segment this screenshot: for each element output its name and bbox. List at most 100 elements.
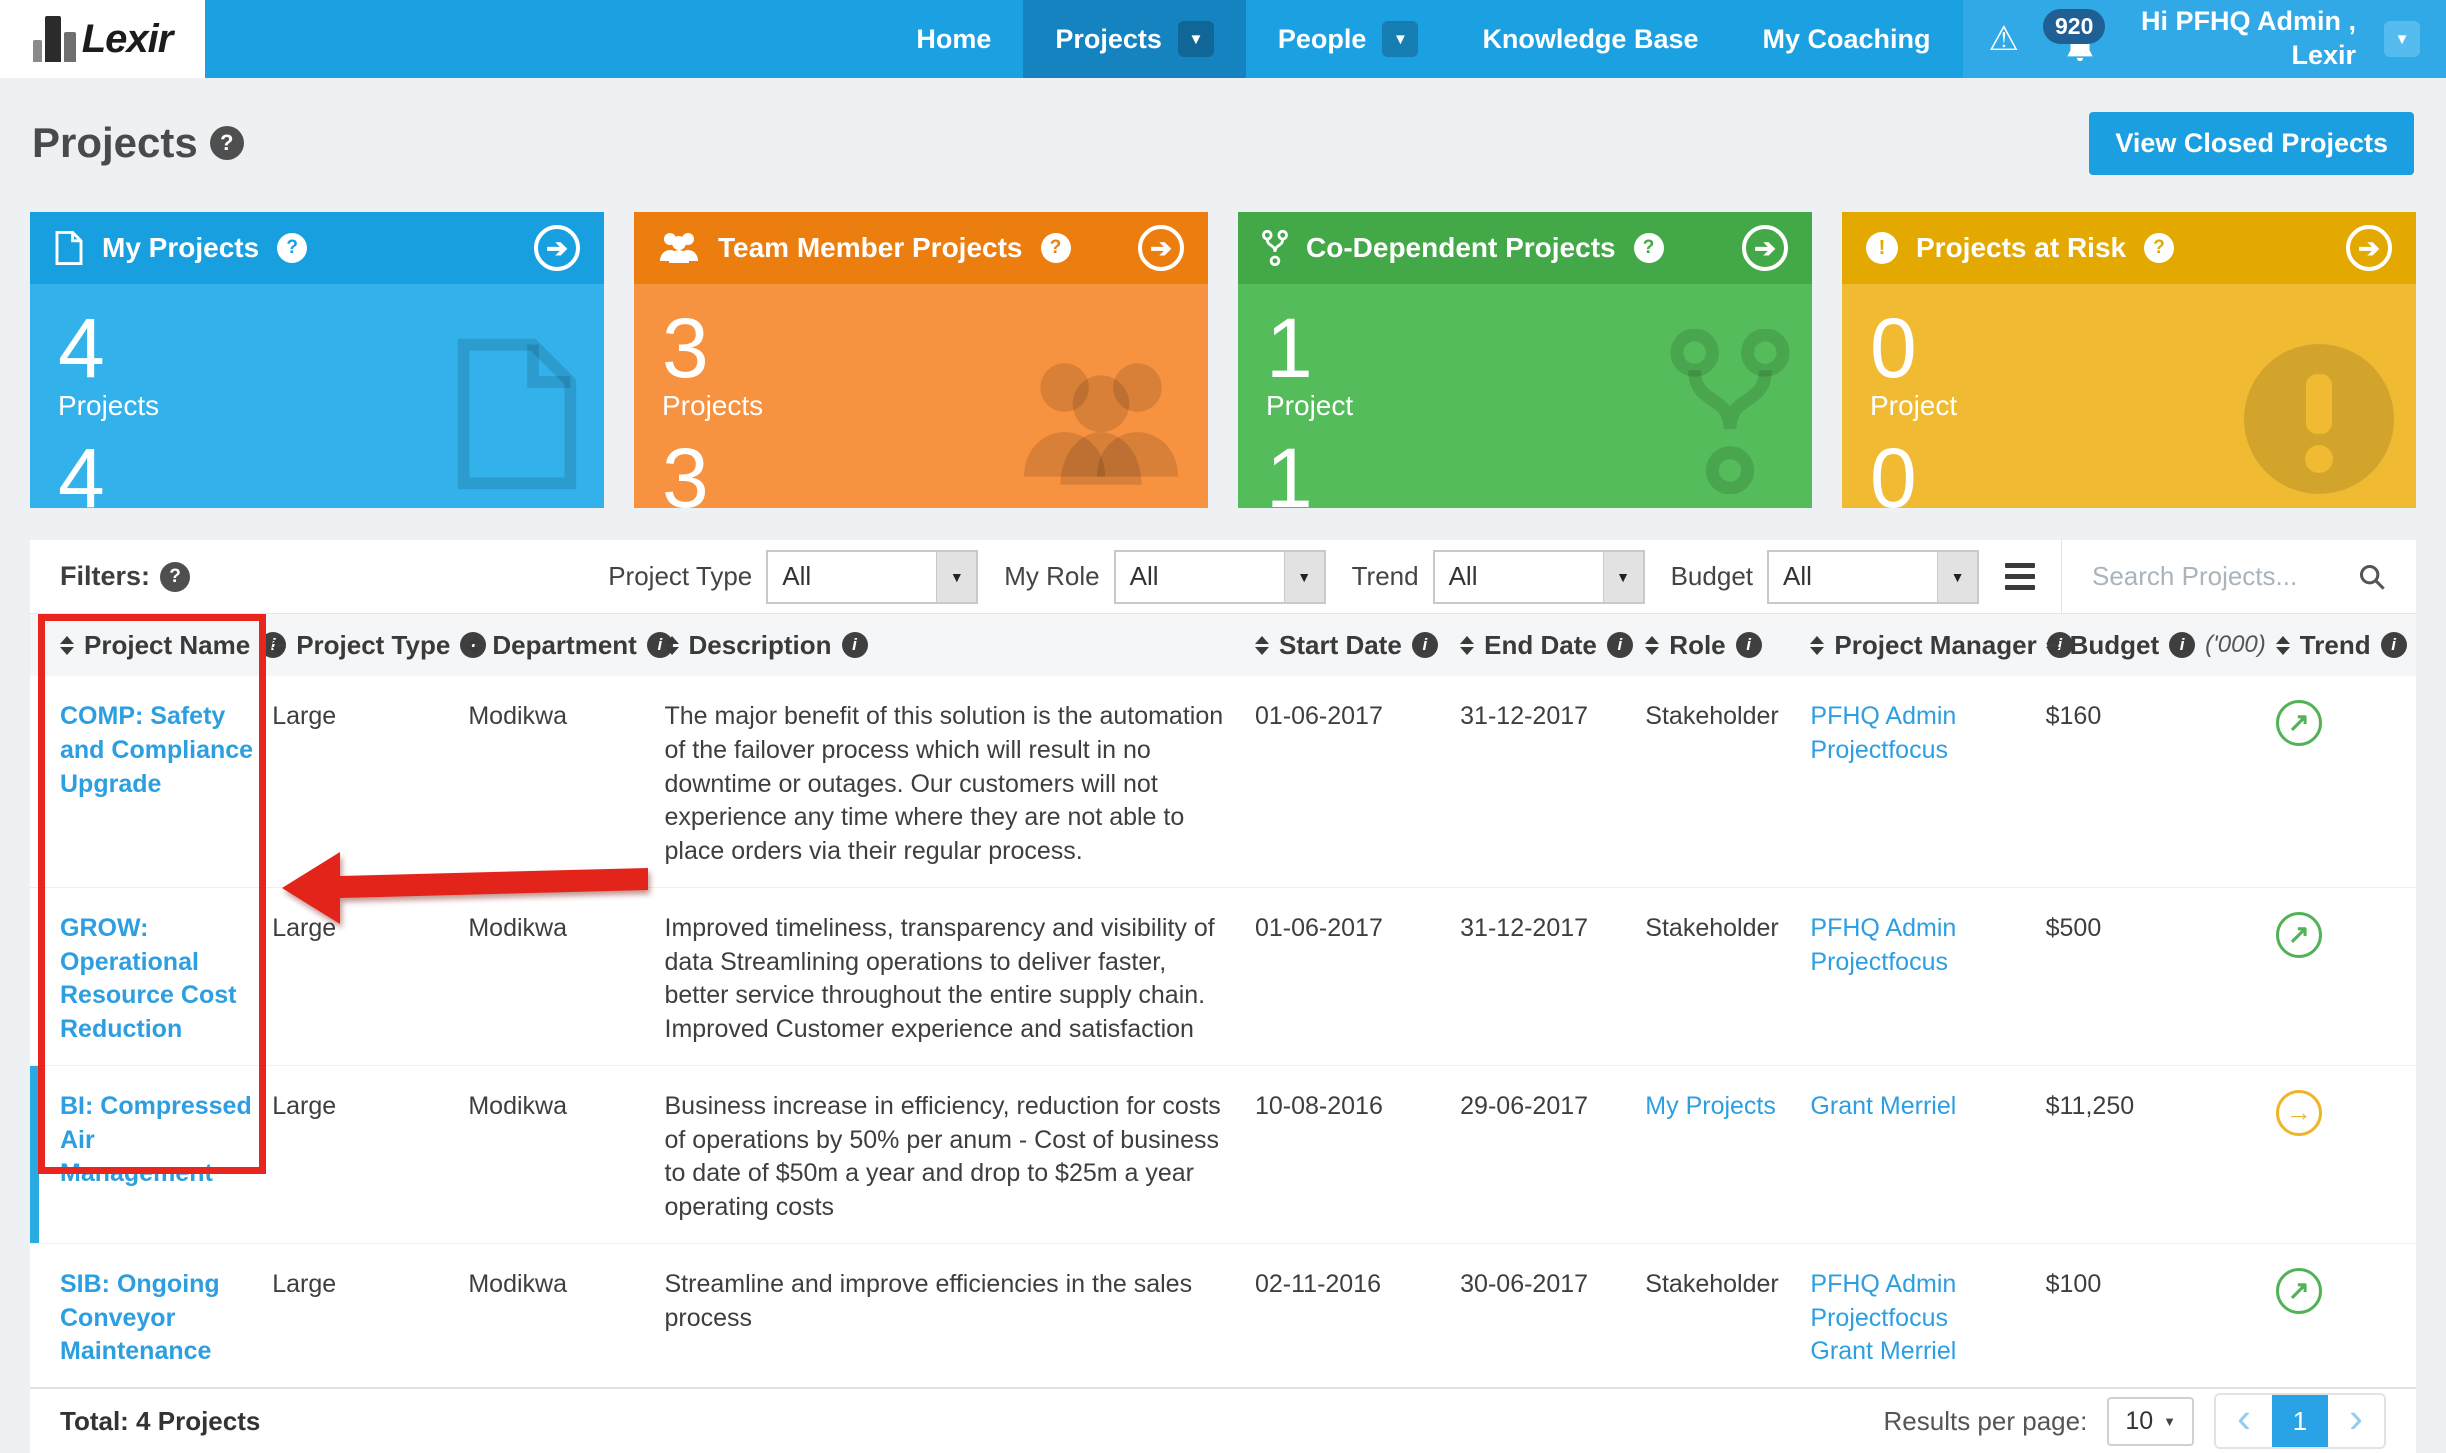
project-name-link[interactable]: GROW: Operational Resource Cost Reductio… xyxy=(60,913,237,1043)
chevron-down-icon: ▼ xyxy=(936,551,977,602)
fork-icon xyxy=(1262,230,1288,266)
sort-icon xyxy=(1460,635,1475,655)
chevron-down-icon[interactable]: ▼ xyxy=(1177,21,1214,57)
col-start-date[interactable]: Start Date i xyxy=(1254,614,1461,676)
trend-select[interactable]: All ▼ xyxy=(1432,549,1645,604)
project-type-cell: Large xyxy=(272,886,469,1066)
warning-icon[interactable]: ⚠ xyxy=(1988,20,2019,58)
brand-logo[interactable]: Lexir xyxy=(0,0,205,78)
card-my-projects[interactable]: My Projects ? ➔ 4 Projects 4 Updates xyxy=(30,212,604,508)
total-projects-label: Total: 4 Projects xyxy=(60,1405,261,1436)
nav-item-knowledge-base[interactable]: Knowledge Base xyxy=(1482,23,1699,54)
my-role-select[interactable]: All ▼ xyxy=(1113,549,1326,604)
info-icon[interactable]: i xyxy=(1606,632,1633,658)
info-icon[interactable]: i xyxy=(841,632,868,658)
user-menu-chevron-icon[interactable]: ▼ xyxy=(2384,21,2420,57)
col-project-name[interactable]: Project Name i xyxy=(30,614,287,676)
project-manager-link[interactable]: PFHQ Admin Projectfocus xyxy=(1810,913,1957,976)
summary-cards: My Projects ? ➔ 4 Projects 4 Updates Tea… xyxy=(30,212,2416,508)
project-manager-link[interactable]: Grant Merriel xyxy=(1810,1337,1957,1366)
sort-icon xyxy=(272,635,287,655)
role-cell: Stakeholder xyxy=(1645,913,1779,942)
filters-help-icon[interactable]: ? xyxy=(160,561,191,592)
chevron-down-icon: ▼ xyxy=(1937,551,1977,602)
search-input[interactable] xyxy=(2092,561,2342,592)
card-help-icon[interactable]: ? xyxy=(2144,233,2175,263)
page-title: Projects xyxy=(32,119,198,166)
card-team-member-projects[interactable]: Team Member Projects ? ➔ 3 Projects 3 Up… xyxy=(634,212,1208,508)
col-department[interactable]: Department i xyxy=(468,614,673,676)
search-area xyxy=(2061,540,2416,613)
column-options-icon[interactable] xyxy=(2005,563,2035,590)
budget-select[interactable]: All ▼ xyxy=(1767,549,1979,604)
info-icon[interactable]: i xyxy=(1411,632,1438,658)
col-role[interactable]: Role i xyxy=(1645,614,1811,676)
card-arrow-icon[interactable]: ➔ xyxy=(2346,225,2392,271)
project-name-link[interactable]: BI: Compressed Air Management xyxy=(60,1091,252,1188)
department-cell: Modikwa xyxy=(468,1242,665,1387)
table-row: GROW: Operational Resource Cost Reductio… xyxy=(30,886,2416,1066)
nav-item-home[interactable]: Home xyxy=(916,23,992,54)
nav-item-people[interactable]: People ▼ xyxy=(1246,0,1451,78)
chevron-down-icon[interactable]: ▼ xyxy=(1382,21,1419,57)
col-project-type[interactable]: Project Type i xyxy=(272,614,487,676)
fork-watermark-icon xyxy=(1670,329,1790,494)
results-per-page-select[interactable]: 10 ▼ xyxy=(2107,1396,2194,1446)
end-date-cell: 31-12-2017 xyxy=(1460,702,1589,730)
page-help-icon[interactable]: ? xyxy=(209,126,244,160)
nav-item-projects[interactable]: Projects ▼ xyxy=(1023,0,1246,78)
col-budget[interactable]: Budget i ('000) xyxy=(2045,614,2276,676)
end-date-cell: 31-12-2017 xyxy=(1460,886,1646,1066)
view-closed-projects-button[interactable]: View Closed Projects xyxy=(2089,111,2414,175)
trend-up-icon xyxy=(2275,700,2322,746)
nav-menu: Home Projects ▼ People ▼ Knowledge Base My… xyxy=(884,0,2446,78)
project-manager-link[interactable]: PFHQ Admin Projectfocus xyxy=(1810,702,1957,764)
project-name-link[interactable]: SIB: Ongoing Conveyor Maintenance xyxy=(60,1269,220,1366)
notifications-bell[interactable]: 920 xyxy=(2043,9,2117,69)
card-arrow-icon[interactable]: ➔ xyxy=(534,225,580,271)
card-help-icon[interactable]: ? xyxy=(277,233,308,263)
notification-count-badge[interactable]: 920 xyxy=(2043,9,2106,44)
role-cell: Stakeholder xyxy=(1645,1269,1779,1298)
sort-icon xyxy=(1254,635,1269,655)
department-cell: Modikwa xyxy=(468,702,567,730)
description-cell: Improved timeliness, transparency and vi… xyxy=(664,886,1255,1066)
next-page-button[interactable]: › xyxy=(2328,1395,2384,1447)
previous-page-button[interactable]: ‹ xyxy=(2216,1395,2272,1447)
card-help-icon[interactable]: ? xyxy=(1633,233,1664,263)
card-arrow-icon[interactable]: ➔ xyxy=(1742,225,1788,271)
project-manager-link[interactable]: PFHQ Admin Projectfocus xyxy=(1810,1269,1957,1332)
page-header: Projects ? View Closed Projects xyxy=(0,78,2446,208)
project-manager-link[interactable]: Grant Merriel xyxy=(1810,1091,1957,1120)
info-icon[interactable]: i xyxy=(2380,632,2407,658)
buildings-icon xyxy=(32,16,76,62)
nav-item-my-coaching[interactable]: My Coaching xyxy=(1762,23,1931,54)
card-arrow-icon[interactable]: ➔ xyxy=(1138,225,1184,271)
budget-cell: $100 xyxy=(2045,1242,2276,1387)
info-icon[interactable]: i xyxy=(2169,632,2196,658)
info-icon[interactable]: i xyxy=(1735,632,1762,658)
alert-icon: ! xyxy=(1866,232,1898,264)
current-page[interactable]: 1 xyxy=(2272,1395,2328,1447)
col-trend[interactable]: Trend i xyxy=(2275,614,2416,676)
project-name-link[interactable]: COMP: Safety and Compliance Upgrade xyxy=(60,702,254,798)
col-description[interactable]: Description i xyxy=(664,614,1255,676)
filter-my-role: My Role All ▼ xyxy=(1004,549,1326,604)
department-cell: Modikwa xyxy=(468,886,665,1066)
search-icon[interactable] xyxy=(2358,563,2386,591)
col-project-manager[interactable]: Project Manager i xyxy=(1810,614,2073,676)
pagination: ‹ 1 › xyxy=(2214,1393,2386,1449)
card-co-dependent-projects[interactable]: Co-Dependent Projects ? ➔ 1 Project 1 Up… xyxy=(1238,212,1812,508)
chevron-down-icon: ▼ xyxy=(1602,551,1643,602)
card-projects-at-risk[interactable]: ! Projects at Risk ? ➔ 0 Project 0 Updat… xyxy=(1842,212,2416,508)
role-cell[interactable]: My Projects xyxy=(1645,1091,1776,1120)
projects-panel: Filters:? Project Type All ▼ My Role All ▼… xyxy=(30,540,2416,1453)
col-end-date[interactable]: End Date i xyxy=(1460,614,1646,676)
start-date-cell: 10-08-2016 xyxy=(1254,1064,1461,1244)
description-cell: The major benefit of this solution is th… xyxy=(664,702,1224,865)
card-help-icon[interactable]: ? xyxy=(1040,233,1071,263)
trend-up-icon xyxy=(2275,911,2322,958)
chevron-down-icon: ▼ xyxy=(2163,1413,2176,1429)
project-type-select[interactable]: All ▼ xyxy=(766,549,979,604)
project-type-cell: Large xyxy=(272,1242,469,1387)
